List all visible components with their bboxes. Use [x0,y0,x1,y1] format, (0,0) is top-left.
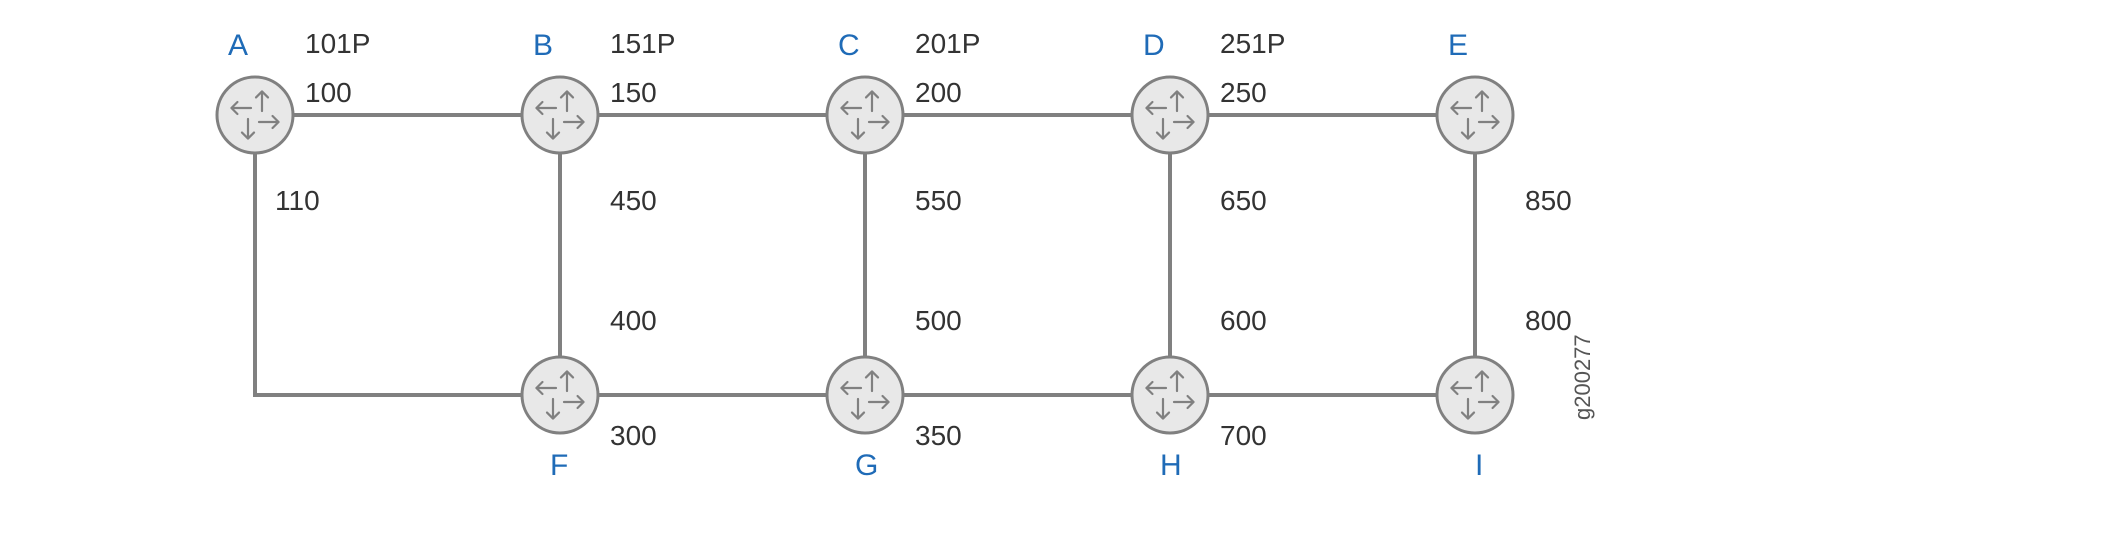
node-letter-I: I [1475,449,1483,482]
router-node-I [1437,357,1513,433]
node-letter-H: H [1160,449,1182,482]
router-node-E [1437,77,1513,153]
edges-layer [255,115,1475,395]
link-label-1: 150 [610,77,657,108]
router-node-D [1132,77,1208,153]
router-node-G [827,357,903,433]
link-label-6: 550 [915,185,962,216]
edge-A-F [255,115,560,395]
labels-layer: A 101P B 151P C 201P D 251P E F G H I 100 150 200 250 110… [228,28,1572,482]
router-node-A [217,77,293,153]
router-node-C [827,77,903,153]
node-letter-B: B [533,29,553,62]
link-label-2: 200 [915,77,962,108]
link-label-10: 500 [915,305,962,336]
node-p-label-B: 151P [610,28,675,59]
node-letter-A: A [228,29,248,62]
image-id-label: g200277 [1570,334,1595,420]
node-letter-C: C [838,29,860,62]
link-label-3: 250 [1220,77,1267,108]
node-p-label-A: 101P [305,28,370,59]
node-p-label-C: 201P [915,28,980,59]
link-label-14: 350 [915,420,962,451]
link-label-0: 100 [305,77,352,108]
router-node-B [522,77,598,153]
link-label-13: 300 [610,420,657,451]
router-node-F [522,357,598,433]
link-label-4: 110 [275,185,320,216]
link-label-12: 800 [1525,305,1572,336]
node-letter-D: D [1143,29,1165,62]
node-letter-E: E [1448,29,1468,62]
node-letter-G: G [855,449,878,482]
link-label-8: 850 [1525,185,1572,216]
link-label-5: 450 [610,185,657,216]
node-p-label-D: 251P [1220,28,1285,59]
link-label-15: 700 [1220,420,1267,451]
link-label-11: 600 [1220,305,1267,336]
link-label-7: 650 [1220,185,1267,216]
link-label-9: 400 [610,305,657,336]
network-diagram: A 101P B 151P C 201P D 251P E F G H I 100 150 200 250 110… [0,0,2101,535]
node-letter-F: F [550,449,568,482]
router-node-H [1132,357,1208,433]
